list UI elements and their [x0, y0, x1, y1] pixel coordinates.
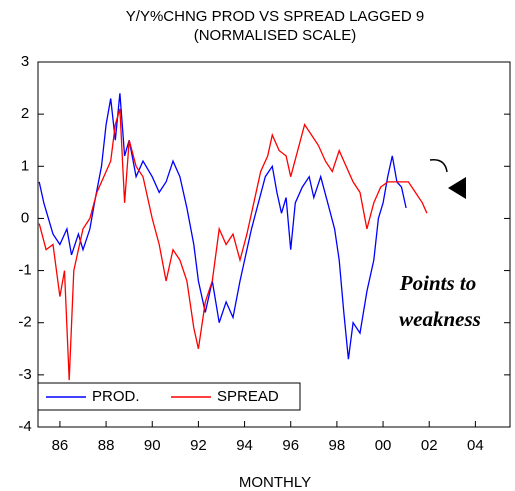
y-tick-label: 0	[21, 209, 29, 226]
y-tick-label: -2	[18, 314, 31, 331]
arrow	[429, 159, 448, 173]
legend-label: SPREAD	[217, 388, 279, 405]
plot-frame	[37, 61, 511, 428]
y-tick-label: -4	[18, 418, 31, 435]
x-axis-label: MONTHLY	[239, 474, 311, 491]
x-tick-label: 00	[375, 437, 392, 454]
line	[38, 93, 407, 360]
y-tick-label: 2	[21, 105, 29, 122]
annotation: weakness	[399, 307, 481, 331]
arrowhead	[448, 177, 466, 199]
x-tick-label: 86	[52, 437, 69, 454]
y-tick-label: 1	[21, 157, 29, 174]
x-tick-label: 92	[190, 437, 207, 454]
x-tick-label: 88	[98, 437, 115, 454]
y-tick-label: 3	[21, 53, 29, 70]
x-tick-label: 04	[467, 437, 484, 454]
chart-subtitle: (NORMALISED SCALE)	[194, 27, 357, 44]
annotation: Points to	[399, 271, 476, 295]
chart-title: Y/Y%CHNG PROD VS SPREAD LAGGED 9	[126, 8, 424, 25]
y-tick-label: -1	[18, 262, 31, 279]
x-tick-label: 96	[282, 437, 299, 454]
x-tick-label: 90	[144, 437, 161, 454]
x-tick-label: 98	[329, 437, 346, 454]
line	[38, 108, 428, 381]
x-tick-label: 02	[421, 437, 438, 454]
legend-label: PROD.	[92, 388, 140, 405]
y-tick-label: -3	[18, 366, 31, 383]
x-tick-label: 94	[236, 437, 253, 454]
